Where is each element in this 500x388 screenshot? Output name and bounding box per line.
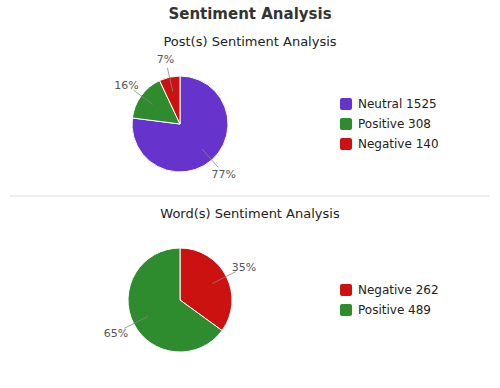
slice-labels: 77% 16% 7%	[114, 53, 236, 180]
leader-line	[202, 149, 218, 167]
chart: Sentiment Analysis Post(s) Sentiment Anal…	[0, 0, 500, 388]
chart-title: Post(s) Sentiment Analysis	[163, 34, 336, 49]
pie-slice	[128, 248, 222, 352]
legend-entry: Positive 489	[358, 303, 431, 317]
leader-line	[167, 68, 172, 91]
pie-slice	[132, 76, 228, 172]
data-label: 7%	[157, 53, 174, 66]
main-title: Sentiment Analysis	[168, 5, 331, 23]
legend-swatch	[340, 304, 352, 316]
pie-panel: Post(s) Sentiment Analysis 77% 16% 7% Neutra…	[114, 34, 438, 181]
data-label: 77%	[212, 168, 236, 181]
pie-panel: Word(s) Sentiment Analysis 35% 65% Negative…	[104, 206, 439, 352]
slices	[128, 248, 232, 352]
legend-entry: Negative 262	[358, 283, 439, 297]
legend-swatch	[340, 284, 352, 296]
data-label: 65%	[104, 327, 128, 340]
leader-line	[133, 90, 152, 104]
legend-swatch	[340, 118, 352, 130]
data-label: 35%	[232, 261, 256, 274]
panel-separator	[10, 196, 490, 197]
legend-entry: Neutral 1525	[358, 97, 437, 111]
chart-title: Word(s) Sentiment Analysis	[160, 206, 340, 221]
slices	[132, 76, 228, 172]
legend-swatch	[340, 138, 352, 150]
legend-swatch	[340, 98, 352, 110]
slice-labels: 35% 65%	[104, 261, 256, 339]
legend-entry: Negative 140	[358, 137, 439, 151]
pie-slice	[160, 76, 180, 124]
legend-entry: Positive 308	[358, 117, 431, 131]
data-label: 16%	[114, 79, 138, 92]
legend: Negative 262 Positive 489	[340, 283, 439, 317]
legend: Neutral 1525 Positive 308 Negative 140	[340, 97, 439, 151]
